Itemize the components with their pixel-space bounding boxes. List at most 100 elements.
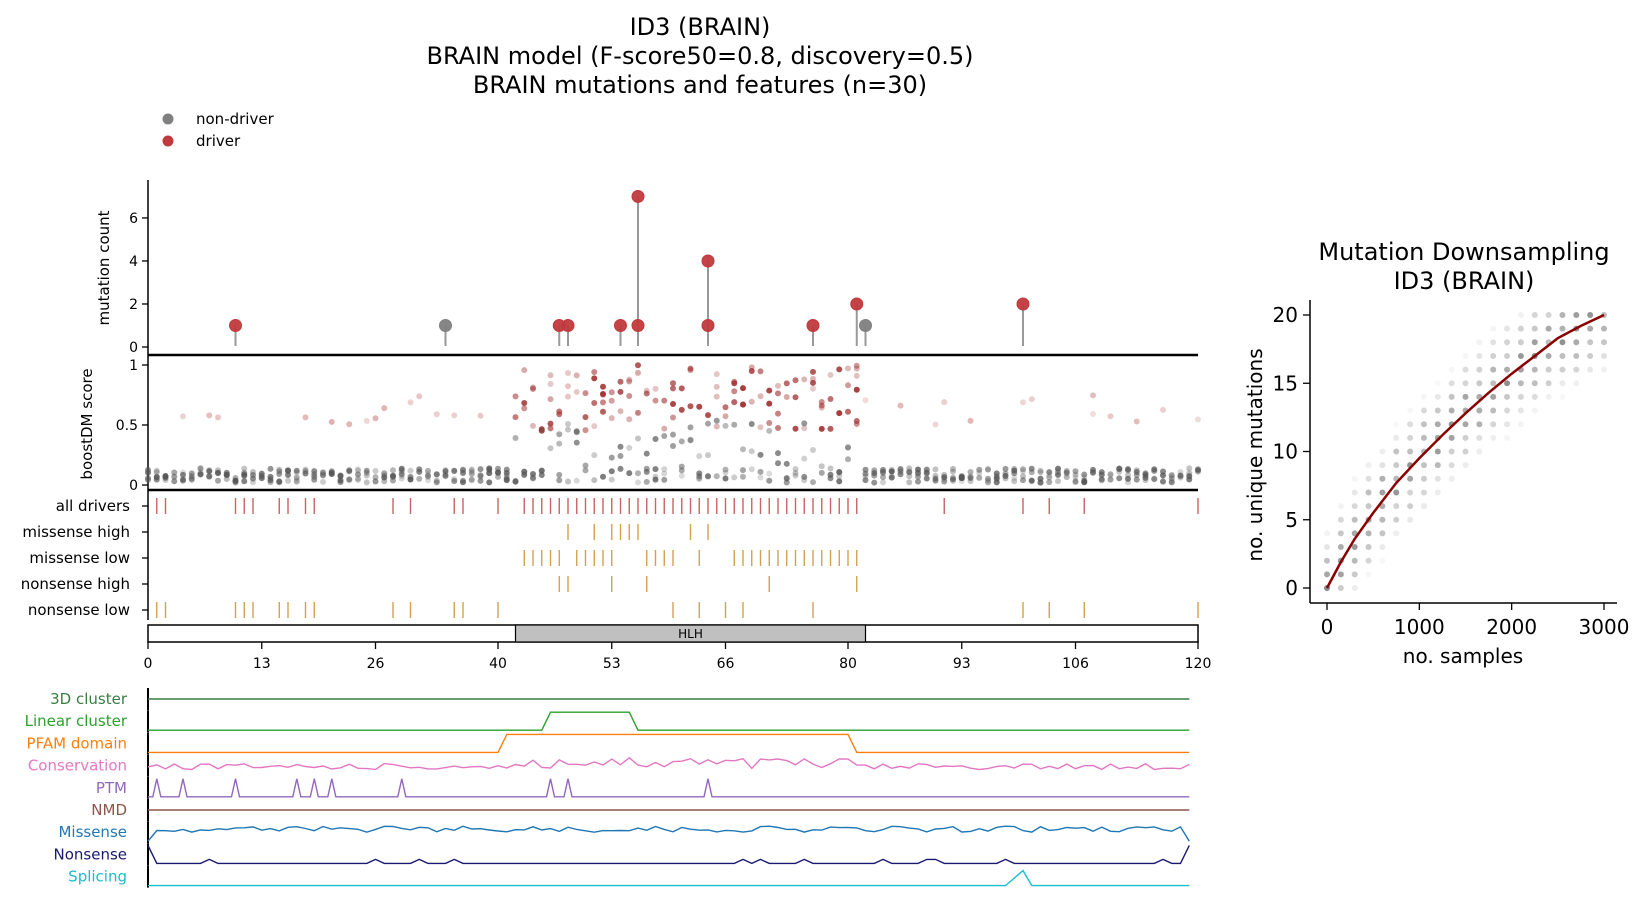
boost-score-point [687,365,694,372]
boost-score-point [950,478,956,485]
boost-score-point [696,474,703,481]
boost-score-point [740,401,746,408]
boost-score-point [468,468,475,475]
downsampling-point [1351,557,1358,564]
downsampling-point [1573,380,1580,387]
boost-score-point [477,472,484,479]
boost-y-tick-label: 0.5 [116,418,138,434]
downsampling-point [1559,352,1566,359]
boost-score-point [477,477,484,484]
boost-score-point [1168,475,1175,482]
boost-score-point [1098,471,1105,478]
downsampling-point [1351,585,1358,591]
boost-score-point [635,479,641,486]
boost-score-point [355,467,361,474]
lollipop-head-driver [229,318,242,332]
boost-score-point [521,471,528,478]
lollipop-head-driver [1016,297,1030,311]
downsampling-point [1351,544,1358,551]
boost-score-point [626,378,633,385]
boost-score-point [626,470,633,477]
boost-score-point [643,450,650,457]
lollipop-head-driver [614,318,627,332]
boost-score-point [591,368,598,375]
boost-score-point [1028,396,1035,403]
boost-score-point [302,470,309,477]
boost-score-point [783,475,790,482]
downsampling-point [1517,407,1524,414]
downsampling-point [1351,475,1358,482]
boost-score-point [573,477,580,484]
boost-score-point [495,473,501,480]
track-rows: all drivers missense high missense low nons… [21,497,1199,619]
boost-score-point [1072,468,1079,475]
boost-score-point [1063,474,1070,481]
boost-score-point [748,448,755,455]
boost-score-point [538,467,545,474]
feature-line [148,869,1190,887]
boost-score-point [1046,479,1053,486]
downsampling-point [1490,393,1497,400]
boost-score-point [197,465,204,472]
boost-score-point [1142,474,1149,481]
downsampling-y-ticks: 0 5 10 15 20 [1273,303,1310,600]
boost-score-point [862,477,869,484]
boost-score-point [1063,470,1070,477]
boost-score-point [757,468,764,475]
boost-score-point [521,405,528,412]
downsampling-dots [1324,312,1607,591]
boost-score-point [1125,466,1131,473]
boost-score-point [678,463,685,470]
boost-score-point [985,475,991,482]
downsampling-point [1420,489,1427,496]
boost-score-point [783,380,790,387]
downsampling-point [1573,352,1580,359]
boost-score-point [451,468,458,475]
boost-score-point [827,371,834,378]
boost-score-point [346,421,353,428]
boost-score-point [1081,474,1088,481]
boost-score-point [600,383,606,390]
downsampling-point [1393,516,1400,523]
downsampling-point [1490,339,1497,346]
boost-score-point [565,383,571,390]
boost-score-point [678,385,685,392]
boost-score-point [626,444,633,451]
boost-score-point [1037,469,1044,476]
downsampling-point [1517,325,1524,332]
downsampling-point [1351,503,1358,510]
boost-score-point [1011,478,1018,485]
boost-score-point [1151,476,1158,483]
downsampling-point [1434,475,1441,482]
boost-score-point [197,471,204,478]
downsampling-point [1476,380,1483,387]
boost-score-point [993,479,1000,486]
boost-score-point [670,380,676,387]
boost-score-point [670,414,676,421]
downsampling-point [1337,585,1344,591]
boost-score-point [363,417,370,424]
downsampling-point [1462,421,1469,428]
boost-score-point [836,366,843,373]
boost-score-point [145,476,151,483]
feature-line [148,733,1190,754]
boost-score-point [757,424,764,431]
boost-score-point [748,364,755,371]
downsampling-point [1324,571,1330,578]
downsampling-point [1462,434,1469,441]
boost-score-point [740,446,746,453]
boost-score-point [171,473,178,480]
boost-score-point [171,469,178,476]
boost-score-point [1107,471,1114,478]
boost-score-point [381,474,388,481]
downsampling-point [1365,571,1372,578]
downsampling-point [1365,557,1372,564]
boost-score-point [766,420,773,427]
boost-marks [145,362,1201,486]
downsampling-point [1517,352,1524,359]
boost-score-point [302,470,309,477]
boost-score-point [153,467,160,474]
boost-score-point [722,466,729,473]
lollipop-y-ticks: 0 2 4 6 [129,211,148,356]
boost-score-point [950,465,956,472]
